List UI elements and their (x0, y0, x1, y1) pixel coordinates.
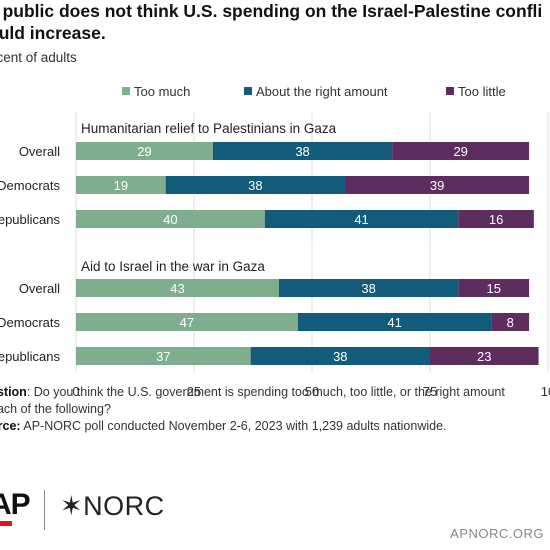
logo-divider (44, 490, 45, 530)
row-label: Republicans (0, 212, 60, 227)
data-label: 47 (180, 315, 194, 330)
data-label: 41 (387, 315, 401, 330)
bar-segment (264, 210, 459, 228)
data-label: 19 (114, 178, 128, 193)
legend-label: Too little (458, 84, 506, 99)
bar-segment (76, 313, 298, 331)
data-label: 39 (430, 178, 444, 193)
legend-swatch (244, 87, 252, 95)
question-note-cont: each of the following? (0, 402, 111, 416)
data-label: 41 (354, 212, 368, 227)
legend-label: Too much (134, 84, 190, 99)
chart-subtitle: rcent of adults (0, 50, 77, 65)
data-label: 38 (248, 178, 262, 193)
bar-segment (76, 279, 279, 297)
norc-logo: ✶NORC (60, 491, 165, 521)
x-tick-label: 25 (187, 384, 201, 399)
data-label: 29 (453, 144, 467, 159)
bar-segment (345, 176, 530, 194)
data-label: 43 (170, 281, 184, 296)
bar-segment (76, 347, 251, 365)
row-label: Democrats (0, 178, 60, 193)
data-label: 38 (361, 281, 375, 296)
legend-swatch (122, 87, 130, 95)
row-label: Democrats (0, 315, 60, 330)
source-text: AP-NORC poll conducted November 2-6, 202… (20, 419, 447, 433)
bar-segment (297, 313, 492, 331)
ap-logo-bar (0, 521, 12, 526)
data-label: 37 (156, 349, 170, 364)
data-label: 15 (486, 281, 500, 296)
bar-segment (165, 176, 346, 194)
bar-segment (76, 142, 213, 160)
question-note: estion: Do you think the U.S. government… (0, 384, 550, 401)
data-label: 8 (507, 315, 514, 330)
row-label: Overall (19, 281, 60, 296)
stacked-bar-chart: Too much About the right amount Too little… (0, 84, 550, 399)
bar-segment (278, 279, 459, 297)
x-tick-label: 50 (305, 384, 319, 399)
bar-segment (212, 142, 393, 160)
data-label: 38 (333, 349, 347, 364)
bar-segment (392, 142, 530, 160)
bar-segment (250, 347, 430, 365)
data-label: 29 (137, 144, 151, 159)
chart-title: e public does not think U.S. spending on… (0, 1, 543, 43)
x-tick-label: 75 (423, 384, 437, 399)
data-label: 23 (477, 349, 491, 364)
question-text: : Do you think the U.S. government is sp… (26, 385, 505, 399)
row-label: Overall (19, 144, 60, 159)
x-tick-label: 10 (541, 384, 550, 399)
row-label: Republicans (0, 349, 60, 364)
x-tick-label: 0 (72, 384, 79, 399)
bar-segment (430, 347, 539, 365)
data-label: 40 (163, 212, 177, 227)
ap-logo-text: AP (0, 488, 31, 521)
legend-label: About the right amount (256, 84, 388, 99)
bar-segment (76, 176, 166, 194)
ap-logo: AP (0, 488, 31, 526)
bar-segment (458, 210, 534, 228)
legend-swatch (446, 87, 454, 95)
data-label: 38 (295, 144, 309, 159)
footnote: estion: Do you think the U.S. government… (0, 384, 550, 435)
group-title: Humanitarian relief to Palestinians in G… (81, 121, 337, 136)
site-url: APNORC.ORG (450, 526, 544, 541)
data-label: 16 (489, 212, 503, 227)
bar-segment (458, 279, 530, 297)
bar-segment (76, 210, 265, 228)
source-label: urce: (0, 419, 21, 433)
source-note: urce: AP-NORC poll conducted November 2-… (0, 418, 550, 435)
bar-segment (491, 313, 530, 331)
group-title: Aid to Israel in the war in Gaza (81, 259, 265, 274)
question-label: estion (0, 385, 27, 399)
